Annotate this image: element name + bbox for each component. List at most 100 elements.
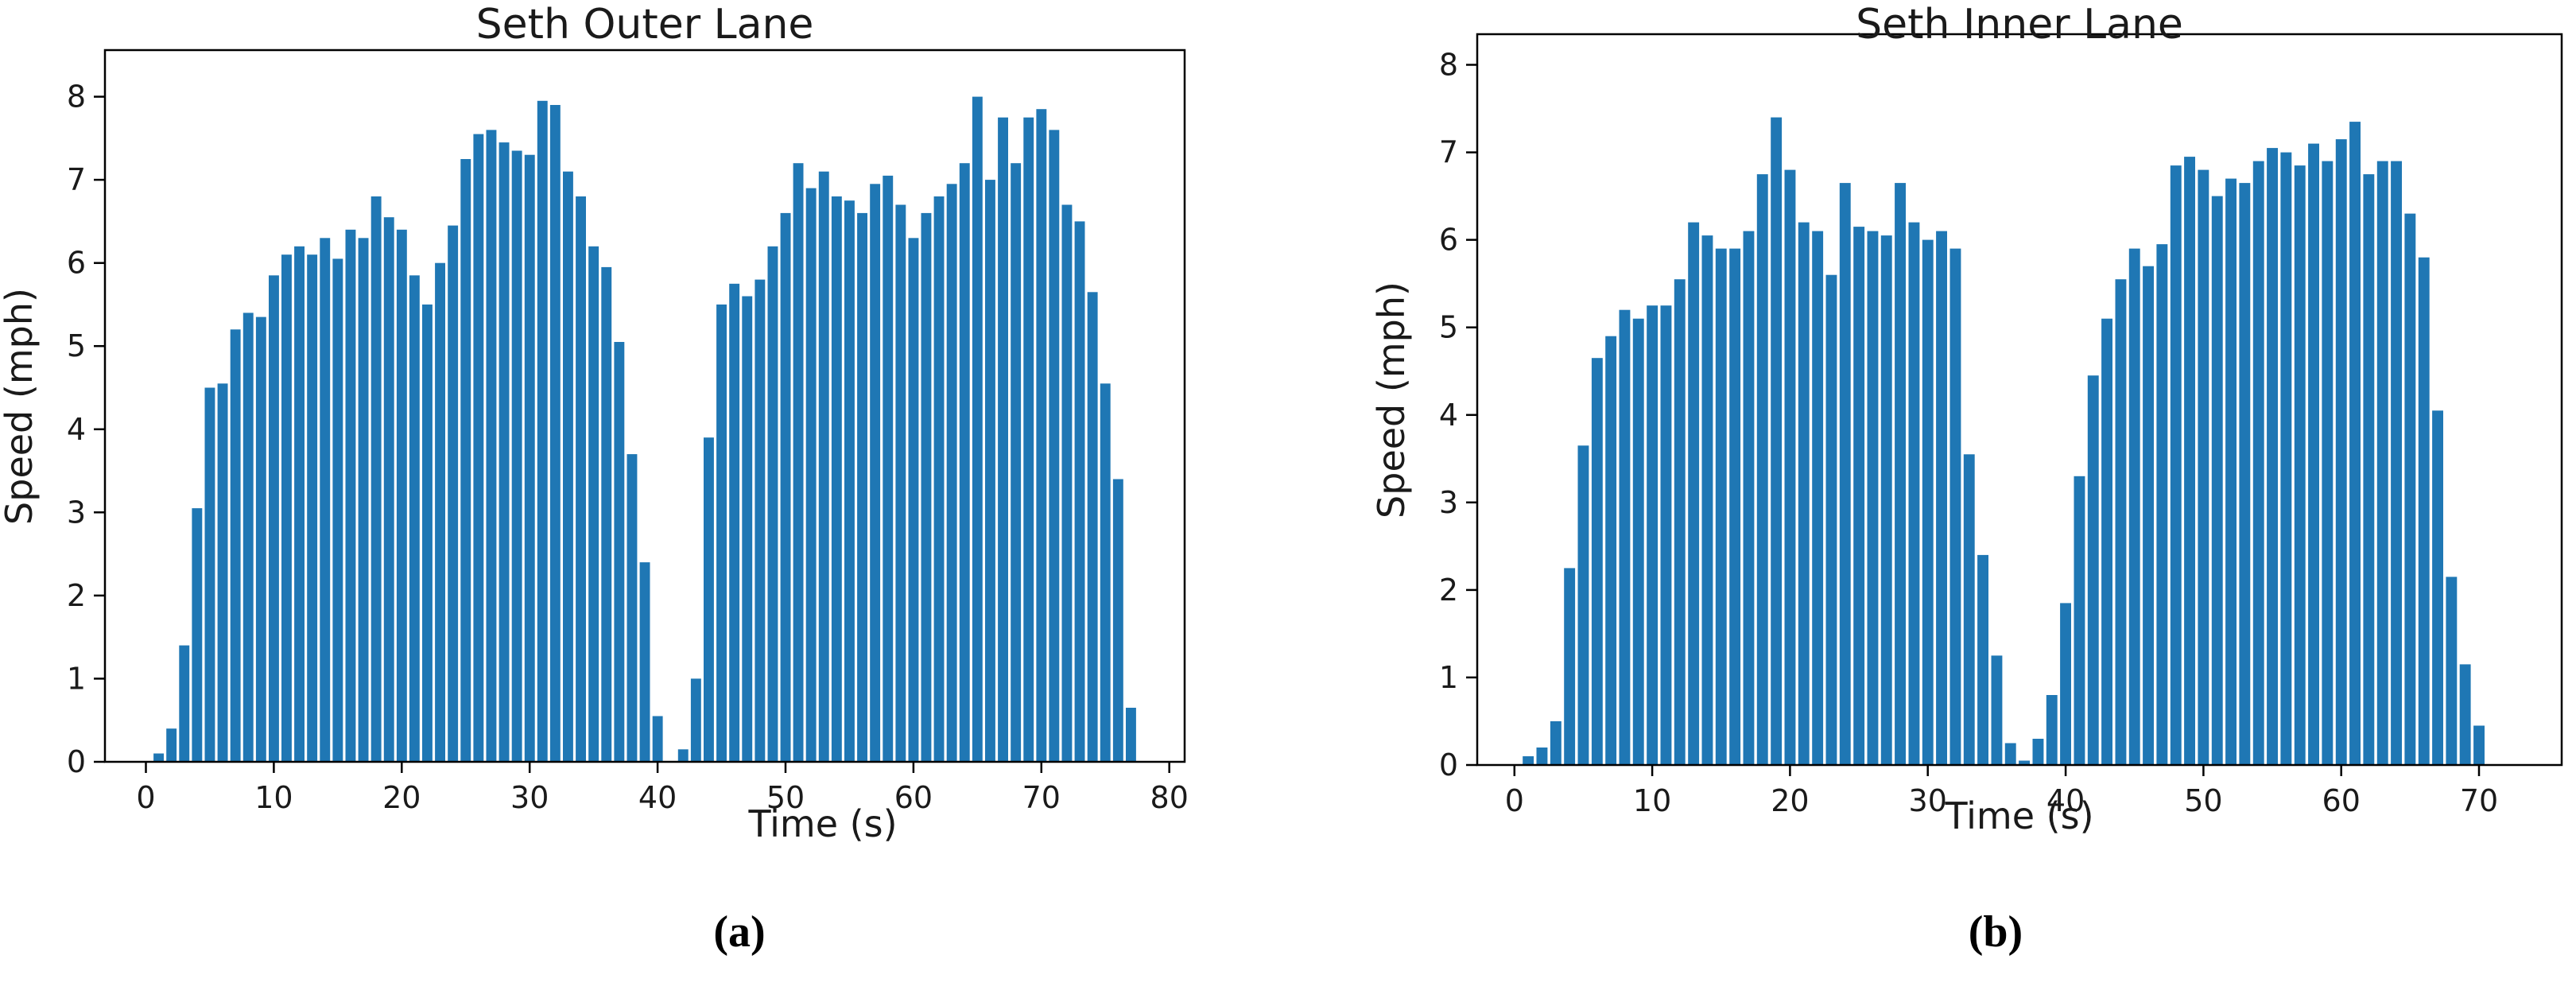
x-tick-label: 60 <box>894 780 933 815</box>
y-axis-label: Speed (mph) <box>0 288 41 525</box>
bar <box>1536 748 1548 765</box>
bar <box>1550 721 1562 765</box>
bar <box>959 163 970 762</box>
bar <box>422 304 433 762</box>
bar <box>1036 109 1047 762</box>
bar <box>933 196 945 762</box>
bar <box>2074 476 2085 765</box>
bar <box>1049 130 1060 762</box>
bar <box>716 304 727 762</box>
bar <box>2267 148 2278 766</box>
bar <box>972 96 983 763</box>
bar <box>883 175 894 762</box>
bar <box>524 154 535 762</box>
bar <box>946 184 957 763</box>
x-tick-label: 10 <box>1633 783 1671 818</box>
bar <box>1756 174 1768 766</box>
bar <box>614 342 625 762</box>
bar <box>690 678 701 762</box>
bar <box>677 749 689 762</box>
bar <box>1577 445 1589 765</box>
bar <box>1701 235 1713 766</box>
y-tick-label: 4 <box>1439 398 1458 433</box>
bar <box>1523 756 1534 765</box>
bar <box>1619 309 1631 765</box>
bar <box>1632 318 1644 765</box>
bar <box>1784 169 1796 766</box>
y-tick-label: 3 <box>1439 485 1458 520</box>
y-tick-label: 7 <box>67 162 86 197</box>
bar <box>2032 739 2044 765</box>
bar <box>742 296 753 762</box>
bar <box>192 508 203 762</box>
bar <box>2280 152 2292 766</box>
x-tick-label: 50 <box>766 780 805 815</box>
bar <box>1688 222 1700 766</box>
bar <box>1564 568 1576 765</box>
bar <box>780 212 791 762</box>
bar <box>704 437 714 762</box>
bar <box>2308 143 2319 766</box>
bar <box>269 275 279 762</box>
bar <box>1647 305 1658 765</box>
bar <box>870 184 881 763</box>
bar <box>460 159 471 762</box>
bar <box>473 134 484 763</box>
x-tick-label: 30 <box>1909 783 1947 818</box>
bar <box>2019 760 2030 765</box>
plot-frame <box>1476 33 2563 767</box>
bar <box>908 238 919 762</box>
x-tick-label: 0 <box>136 780 155 815</box>
y-tick-label: 2 <box>1439 573 1458 608</box>
bar <box>370 196 382 762</box>
bar <box>1061 204 1073 762</box>
bar <box>1825 274 1837 765</box>
x-tick-label: 40 <box>638 780 677 815</box>
y-tick-label: 0 <box>1439 748 1458 782</box>
y-tick-label: 5 <box>1439 310 1458 345</box>
panel-label-a: (a) <box>713 907 766 957</box>
x-tick-label: 70 <box>2460 783 2498 818</box>
bar <box>767 246 778 762</box>
bar <box>549 105 561 762</box>
bar <box>383 217 394 762</box>
bar <box>1839 183 1851 766</box>
bar <box>921 212 932 762</box>
bar <box>281 254 292 762</box>
bar <box>396 229 407 762</box>
bar <box>320 238 331 762</box>
bar <box>1771 117 1783 766</box>
y-tick-label: 4 <box>67 412 86 447</box>
bar <box>2335 139 2347 766</box>
bar <box>2418 257 2430 765</box>
bar <box>1895 183 1906 766</box>
bar <box>1867 231 1879 766</box>
bar <box>998 117 1008 762</box>
bar <box>895 204 906 762</box>
bar <box>255 316 266 763</box>
bar <box>1674 279 1686 765</box>
bar <box>1991 655 2003 765</box>
y-tick-label: 8 <box>1439 48 1458 83</box>
bar <box>2170 165 2182 766</box>
bar <box>985 180 995 763</box>
bar <box>2156 244 2168 766</box>
bar <box>1743 231 1755 766</box>
x-tick-label: 80 <box>1150 780 1189 815</box>
bar <box>294 246 305 762</box>
bar <box>409 275 420 762</box>
x-tick-label: 0 <box>1505 783 1524 818</box>
bar <box>166 728 177 762</box>
bar <box>818 171 829 762</box>
bar <box>2322 161 2334 766</box>
y-tick-label: 7 <box>1439 135 1458 170</box>
y-tick-label: 2 <box>67 578 86 613</box>
bar <box>1126 708 1136 762</box>
bar <box>1936 231 1947 766</box>
bar <box>1949 248 1961 766</box>
x-tick-label: 50 <box>2184 783 2222 818</box>
bar <box>576 196 586 762</box>
bar <box>2060 603 2071 765</box>
bar <box>831 196 842 762</box>
bar <box>332 258 343 762</box>
